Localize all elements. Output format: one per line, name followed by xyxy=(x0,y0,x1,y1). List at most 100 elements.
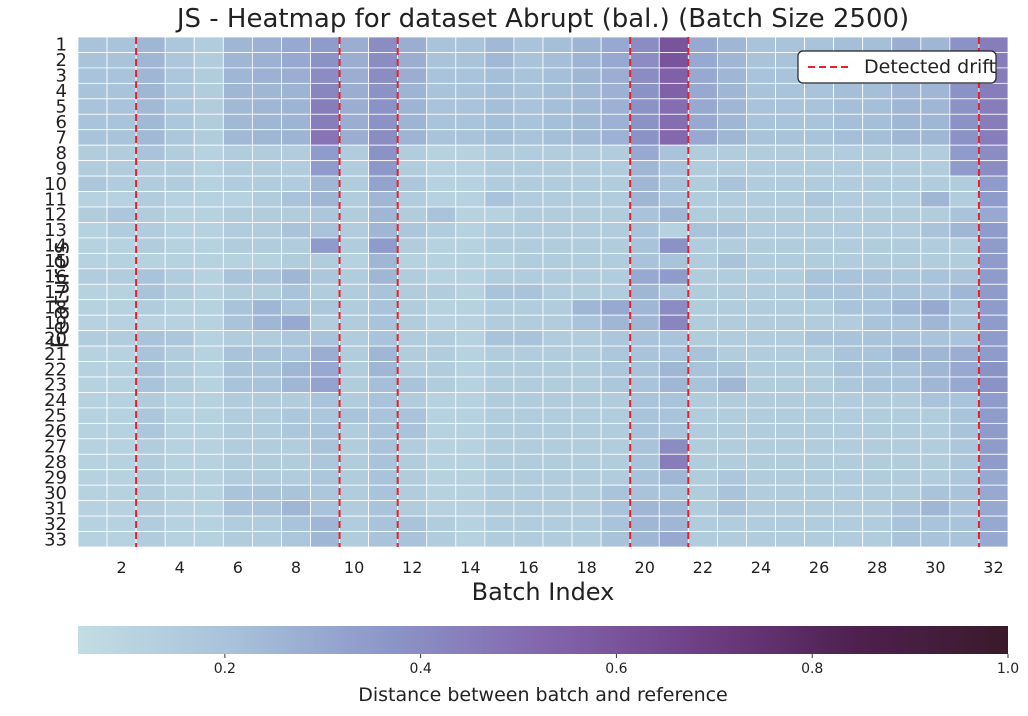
heatmap-cell xyxy=(193,484,224,502)
heatmap-cell xyxy=(920,191,951,208)
heatmap-cell xyxy=(513,237,544,254)
heatmap-cell xyxy=(775,500,805,517)
heatmap-cell xyxy=(978,252,1009,270)
heatmap-cell xyxy=(775,422,805,440)
heatmap-cell xyxy=(687,237,718,254)
heatmap-cell xyxy=(920,422,951,440)
heatmap-cell xyxy=(804,500,835,517)
heatmap-cell xyxy=(629,453,660,471)
heatmap-cell xyxy=(281,67,311,84)
heatmap-cell xyxy=(629,314,660,332)
heatmap-cell xyxy=(949,299,980,316)
heatmap-cell xyxy=(106,160,137,177)
heatmap-cell xyxy=(310,222,340,239)
heatmap-cell xyxy=(281,330,311,347)
heatmap-cell xyxy=(339,36,370,53)
heatmap-cell xyxy=(455,453,486,471)
heatmap-cell xyxy=(484,376,515,393)
heatmap-cell xyxy=(222,268,253,285)
heatmap-cell xyxy=(513,531,544,548)
heatmap-cell xyxy=(687,67,718,84)
heatmap-cell xyxy=(164,191,195,208)
heatmap-cell xyxy=(368,330,399,347)
heatmap-cell xyxy=(368,453,399,471)
heatmap-cell xyxy=(397,299,428,316)
heatmap-cell xyxy=(77,160,108,177)
heatmap-cell xyxy=(281,206,311,223)
heatmap-cell xyxy=(862,345,893,362)
heatmap-cell xyxy=(339,515,370,532)
heatmap-cell xyxy=(222,175,253,192)
heatmap-cell xyxy=(513,82,544,100)
heatmap-cell xyxy=(833,438,864,455)
heatmap-cell xyxy=(687,252,718,270)
heatmap-cell xyxy=(222,82,253,100)
heatmap-cell xyxy=(310,113,340,131)
heatmap-cell xyxy=(891,515,922,532)
heatmap-cell xyxy=(687,345,718,362)
heatmap-cell xyxy=(629,82,660,100)
heatmap-cell xyxy=(106,52,137,69)
heatmap-cell xyxy=(251,484,282,502)
heatmap-cell xyxy=(978,438,1009,455)
heatmap-cell xyxy=(426,515,457,532)
heatmap-cell xyxy=(949,515,980,532)
heatmap-cell xyxy=(77,330,108,347)
heatmap-cell xyxy=(426,144,457,162)
heatmap-cell xyxy=(164,252,195,270)
heatmap-cell xyxy=(397,453,428,471)
heatmap-cell xyxy=(455,237,486,254)
heatmap-cell xyxy=(135,314,166,332)
heatmap-cell xyxy=(426,299,457,316)
heatmap-cell xyxy=(397,191,428,208)
heatmap-cell xyxy=(658,129,689,146)
heatmap-cell xyxy=(310,330,340,347)
y-tick-label: 20 xyxy=(44,328,67,349)
heatmap-cell xyxy=(571,500,602,517)
heatmap-cell xyxy=(251,361,282,378)
heatmap-cell xyxy=(600,330,631,347)
heatmap-cell xyxy=(281,98,311,115)
heatmap-cell xyxy=(804,252,835,270)
heatmap-cell xyxy=(978,98,1009,115)
heatmap-cell xyxy=(513,422,544,440)
heatmap-cell xyxy=(804,160,835,177)
heatmap-cell xyxy=(600,36,631,53)
heatmap-cell xyxy=(368,283,399,301)
heatmap-cell xyxy=(600,222,631,239)
heatmap-cell xyxy=(658,36,689,53)
heatmap-cell xyxy=(164,314,195,332)
heatmap-cell xyxy=(687,422,718,440)
heatmap-cell xyxy=(426,361,457,378)
heatmap-cell xyxy=(687,361,718,378)
heatmap-cell xyxy=(920,82,951,100)
heatmap-cell xyxy=(978,299,1009,316)
heatmap-cell xyxy=(629,500,660,517)
heatmap-cell xyxy=(310,500,340,517)
heatmap-cell xyxy=(571,299,602,316)
heatmap-cell xyxy=(193,376,224,393)
heatmap-cell xyxy=(629,268,660,285)
heatmap-cell xyxy=(600,299,631,316)
heatmap-cell xyxy=(804,515,835,532)
heatmap-cell xyxy=(978,175,1009,192)
heatmap-cell xyxy=(310,252,340,270)
heatmap-cell xyxy=(251,191,282,208)
heatmap-cell xyxy=(833,98,864,115)
heatmap-cell xyxy=(658,283,689,301)
heatmap-cell xyxy=(281,484,311,502)
heatmap-cell xyxy=(426,237,457,254)
heatmap-cell xyxy=(310,453,340,471)
heatmap-cell xyxy=(193,252,224,270)
heatmap-cell xyxy=(339,314,370,332)
heatmap-cell xyxy=(310,98,340,115)
heatmap-cell xyxy=(746,160,776,177)
heatmap-cell xyxy=(862,82,893,100)
heatmap-cell xyxy=(484,222,515,239)
heatmap-cell xyxy=(77,469,108,486)
x-tick-label: 16 xyxy=(518,558,538,577)
heatmap-cell xyxy=(978,407,1009,424)
heatmap-cell xyxy=(77,531,108,548)
heatmap-cell xyxy=(193,314,224,332)
heatmap-cell xyxy=(978,237,1009,254)
